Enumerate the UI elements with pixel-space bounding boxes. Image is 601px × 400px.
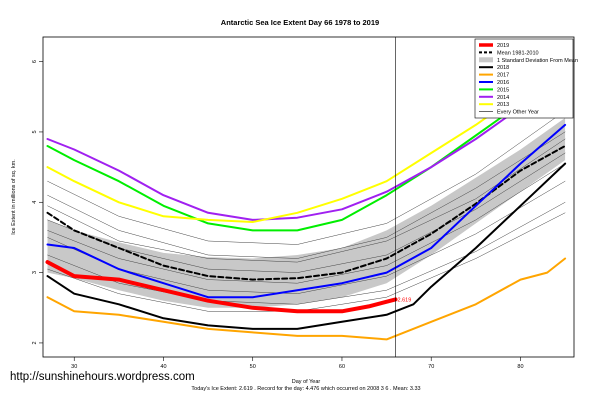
- legend-label-2015: 2015: [497, 87, 509, 93]
- series-line-other-year: [47, 110, 566, 245]
- series-line-2018: [46, 162, 567, 330]
- y-tick-label: 5: [32, 130, 38, 133]
- y-tick-label: 3: [32, 271, 38, 274]
- legend-label-2018: 2018: [497, 65, 509, 71]
- y-tick-label: 2: [32, 341, 38, 344]
- series-line-2016: [46, 123, 567, 299]
- x-tick-label: 40: [160, 364, 166, 370]
- series-layer: [45, 64, 567, 341]
- series-line-2019: [45, 260, 398, 314]
- x-tick-label: 60: [339, 364, 345, 370]
- x-tick-label: 80: [517, 364, 523, 370]
- series-line-2013: [46, 64, 567, 223]
- y-axis-label: Ice Extent in millions of sq. km.: [11, 159, 17, 235]
- x-axis: 30 40 50 60 70 80: [71, 357, 524, 370]
- legend-label-2019: 2019: [497, 43, 509, 49]
- series-line-2015: [46, 78, 567, 232]
- legend-label-2014: 2014: [497, 95, 509, 101]
- series-line-mean-1981-2010: [46, 145, 567, 281]
- legend-label-mean-1981-2010: Mean 1981-2010: [497, 50, 539, 56]
- x-tick-label: 70: [428, 364, 434, 370]
- current-value-label: 2.619: [398, 297, 412, 303]
- legend-swatch-1-standard-deviation-from-mean: [479, 57, 493, 63]
- x-tick-label: 50: [250, 364, 256, 370]
- std-dev-band: [47, 117, 566, 308]
- legend-label-2016: 2016: [497, 80, 509, 86]
- y-tick-label: 4: [32, 201, 38, 204]
- series-line-other-year: [47, 138, 566, 263]
- chart-caption: Today's Ice Extent: 2.619 . Record for t…: [191, 386, 420, 392]
- y-axis: 2 3 4 5 6: [32, 60, 43, 344]
- std-dev-band-layer: [47, 117, 566, 308]
- x-axis-label: Day of Year: [292, 379, 321, 385]
- credit-url: http://sunshinehours.wordpress.com: [10, 371, 195, 383]
- series-line-other-year: [47, 202, 566, 305]
- y-tick-label: 6: [32, 60, 38, 63]
- plot-frame: [42, 36, 575, 358]
- series-line-2017: [46, 257, 567, 341]
- legend-label-2013: 2013: [497, 102, 509, 108]
- legend-label-2017: 2017: [497, 73, 509, 79]
- series-line-2014: [46, 71, 567, 221]
- series-line-other-year: [47, 163, 566, 284]
- series-line-other-year: [47, 131, 566, 259]
- legend-label-1-standard-deviation-from-mean: 1 Standard Deviation From Mean: [497, 58, 578, 64]
- chart-title: Antarctic Sea Ice Extent Day 66 1978 to …: [221, 18, 379, 27]
- x-tick-label: 30: [71, 364, 77, 370]
- legend-label-every-other-year: Every Other Year: [497, 110, 539, 116]
